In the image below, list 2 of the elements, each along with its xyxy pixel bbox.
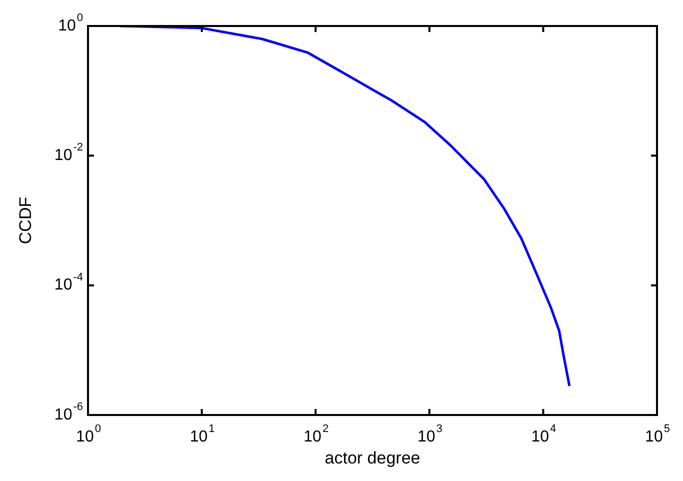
x-axis-title: actor degree: [324, 448, 420, 468]
y-axis-title: CCDF: [16, 196, 35, 244]
